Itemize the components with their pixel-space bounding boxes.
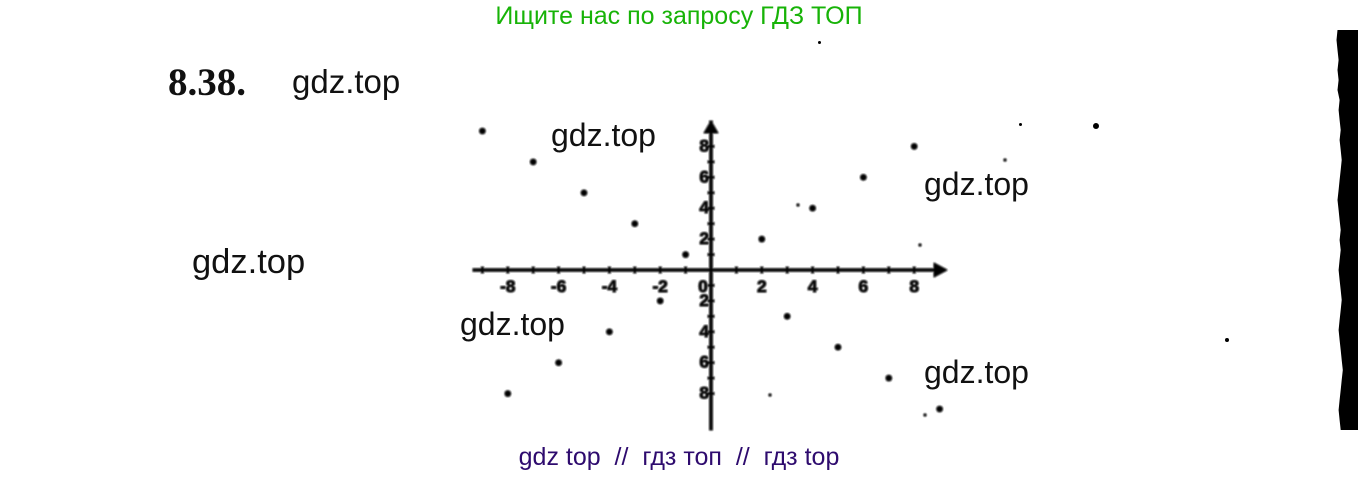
svg-text:-8: -8 (500, 277, 515, 296)
svg-text:8: 8 (909, 277, 918, 296)
svg-text:6: 6 (700, 167, 709, 186)
svg-text:2: 2 (700, 229, 709, 248)
svg-text:8: 8 (700, 384, 709, 403)
svg-text:2: 2 (700, 291, 709, 310)
svg-text:4: 4 (700, 322, 710, 341)
svg-text:-2: -2 (653, 277, 668, 296)
svg-text:6: 6 (700, 353, 709, 372)
svg-text:2: 2 (757, 277, 766, 296)
svg-text:-4: -4 (602, 277, 618, 296)
svg-text:8: 8 (700, 136, 709, 155)
svg-text:4: 4 (808, 277, 818, 296)
svg-text:4: 4 (700, 198, 710, 217)
svg-text:6: 6 (859, 277, 868, 296)
svg-text:-6: -6 (551, 277, 566, 296)
